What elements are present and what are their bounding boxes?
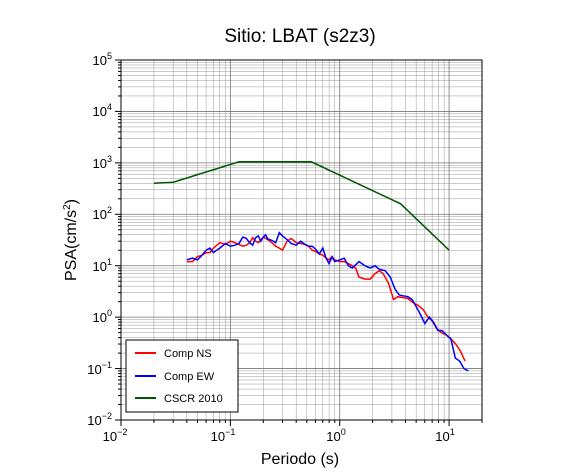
plot-frame (120, 59, 483, 421)
y-axis-ticks (115, 59, 121, 421)
x-axis-ticks (120, 420, 483, 426)
series-layer (153, 161, 469, 372)
y-tick-label: 104 (93, 102, 112, 119)
x-tick-label: 10−1 (211, 427, 236, 444)
x-axis-label: Periodo (s) (261, 451, 339, 468)
series-line-comp-ew (186, 231, 469, 372)
x-tick-label: 10−2 (103, 427, 128, 444)
legend-label-comp-ns: Comp NS (164, 348, 212, 360)
legend-label-comp-ew: Comp EW (164, 371, 215, 383)
legend: Comp NS Comp EW CSCR 2010 (125, 339, 239, 413)
minor-gridlines (121, 60, 483, 420)
y-tick-label: 10−1 (87, 360, 112, 377)
y-tick-label: 105 (93, 51, 112, 68)
chart-title: Sitio: LBAT (s2z3) (224, 26, 375, 47)
y-tick-label: 10−2 (87, 411, 112, 428)
x-tick-label: 101 (435, 427, 454, 444)
y-tick-labels: 10−2 10−1 100 101 102 103 104 105 (87, 51, 112, 428)
series-line-cscr-2010 (153, 161, 450, 251)
y-tick-label: 100 (93, 308, 112, 325)
y-tick-label: 101 (93, 257, 112, 274)
y-tick-label: 103 (93, 154, 112, 171)
x-tick-labels: 10−2 10−1 100 101 (103, 427, 455, 444)
legend-label-cscr-2010: CSCR 2010 (164, 393, 223, 405)
y-axis-label: PSA(cm/s2) (62, 199, 80, 281)
x-tick-label: 100 (326, 427, 345, 444)
y-tick-label: 102 (93, 205, 112, 222)
